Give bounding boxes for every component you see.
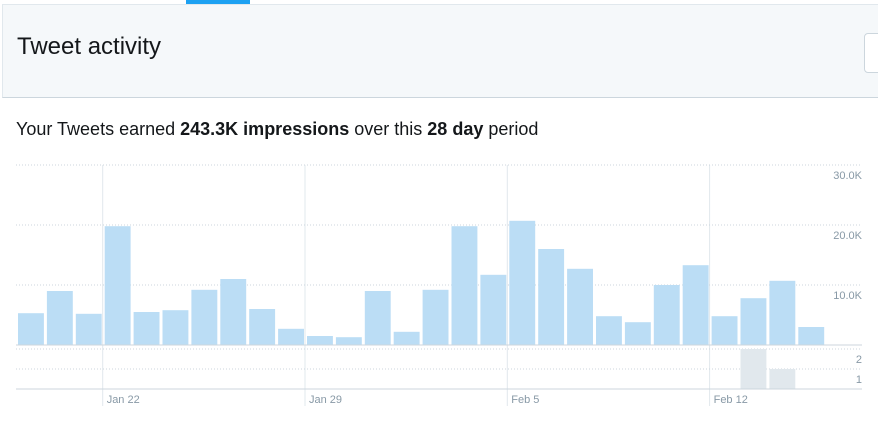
- bar: [451, 226, 478, 345]
- bar: [162, 310, 189, 345]
- y-tick-label: 2: [856, 354, 862, 366]
- bar: [422, 289, 449, 345]
- x-tick-label: Jan 22: [107, 394, 140, 406]
- bar: [46, 291, 73, 345]
- bar: [624, 322, 651, 345]
- page-title: Tweet activity: [17, 33, 162, 60]
- summary-text: over this: [354, 119, 423, 139]
- bar: [480, 274, 507, 345]
- bar: [104, 226, 131, 345]
- summary: Your Tweets earned 243.3K impressions ov…: [16, 119, 538, 140]
- x-tick-label: Feb 5: [511, 394, 539, 406]
- y-tick-label: 20.0K: [833, 230, 862, 242]
- bar: [191, 289, 218, 345]
- bar: [133, 312, 160, 345]
- y-tick-label: 30.0K: [833, 170, 862, 182]
- bar: [249, 309, 276, 345]
- y-tick-label: 1: [856, 374, 862, 386]
- bar: [393, 331, 420, 345]
- export-button[interactable]: [864, 33, 878, 73]
- bar: [335, 337, 362, 345]
- summary-text: period: [488, 119, 539, 139]
- summary-impressions: 243.3K impressions: [180, 119, 350, 139]
- bar: [682, 265, 709, 345]
- x-tick-label: Jan 29: [309, 394, 342, 406]
- bar: [220, 279, 247, 345]
- bar: [653, 285, 680, 345]
- bar: [509, 220, 536, 345]
- bar: [740, 349, 767, 389]
- bar: [798, 327, 825, 345]
- bar: [278, 328, 304, 345]
- bar: [769, 369, 796, 389]
- bar: [307, 336, 333, 345]
- bar: [538, 249, 565, 345]
- bar: [75, 313, 102, 345]
- x-tick-label: Feb 12: [714, 394, 748, 406]
- active-tab-indicator: [186, 0, 250, 4]
- bar: [740, 298, 767, 345]
- y-tick-label: 10.0K: [833, 290, 862, 302]
- summary-period: 28 day: [427, 119, 484, 139]
- bar: [567, 268, 593, 345]
- bar: [769, 280, 796, 345]
- bar: [711, 316, 738, 345]
- bar: [596, 316, 622, 345]
- bar: [364, 291, 391, 345]
- bar: [18, 313, 44, 345]
- summary-text: Your Tweets earned: [16, 119, 176, 139]
- header: Tweet activity: [2, 4, 878, 98]
